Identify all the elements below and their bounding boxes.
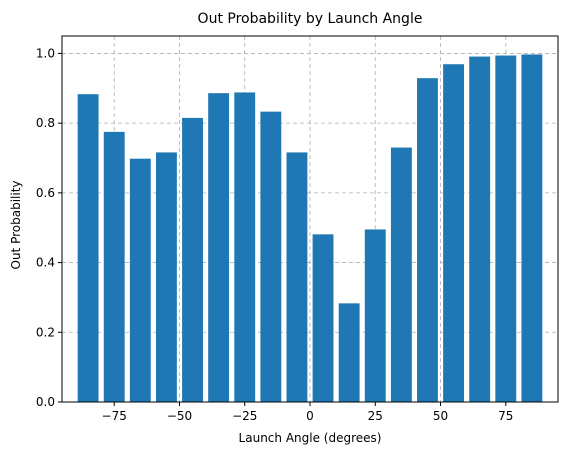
bar (77, 94, 99, 402)
bar (417, 78, 438, 403)
y-tick-label: 0.8 (36, 116, 55, 130)
bar (129, 158, 151, 402)
chart-title: Out Probability by Launch Angle (198, 11, 423, 27)
bar (208, 93, 230, 402)
y-tick-label: 0.2 (36, 325, 55, 339)
y-tick-label: 0.6 (36, 186, 55, 200)
bar (364, 229, 386, 402)
y-tick-label: 0.0 (36, 395, 55, 409)
bar (338, 303, 360, 402)
bar (286, 152, 308, 402)
bar (390, 147, 412, 402)
x-axis-label: Launch Angle (degrees) (239, 431, 382, 445)
bar (443, 64, 465, 402)
x-tick-label: −50 (167, 409, 192, 423)
bar (495, 55, 517, 403)
x-tick-label: −25 (232, 409, 257, 423)
bar (260, 111, 282, 402)
bar (469, 56, 491, 403)
x-tick-label: −75 (102, 409, 127, 423)
x-tick-label: 0 (306, 409, 314, 423)
bar (103, 131, 125, 402)
y-axis-label: Out Probability (9, 180, 23, 269)
y-tick-label: 0.4 (36, 256, 55, 270)
bar (155, 152, 177, 402)
bar-layer (77, 54, 543, 403)
x-tick-label: 25 (368, 409, 383, 423)
bar (182, 117, 203, 403)
bar (234, 92, 256, 403)
x-tick-label: 50 (433, 409, 448, 423)
x-tick-label: 75 (498, 409, 513, 423)
tick-layer: −75 −50 −25 0 25 50 75 0.0 0.2 0.4 0.6 0.8 1.0 (36, 46, 514, 423)
y-tick-label: 1.0 (36, 46, 55, 60)
bar (521, 54, 543, 403)
bar (312, 234, 334, 402)
